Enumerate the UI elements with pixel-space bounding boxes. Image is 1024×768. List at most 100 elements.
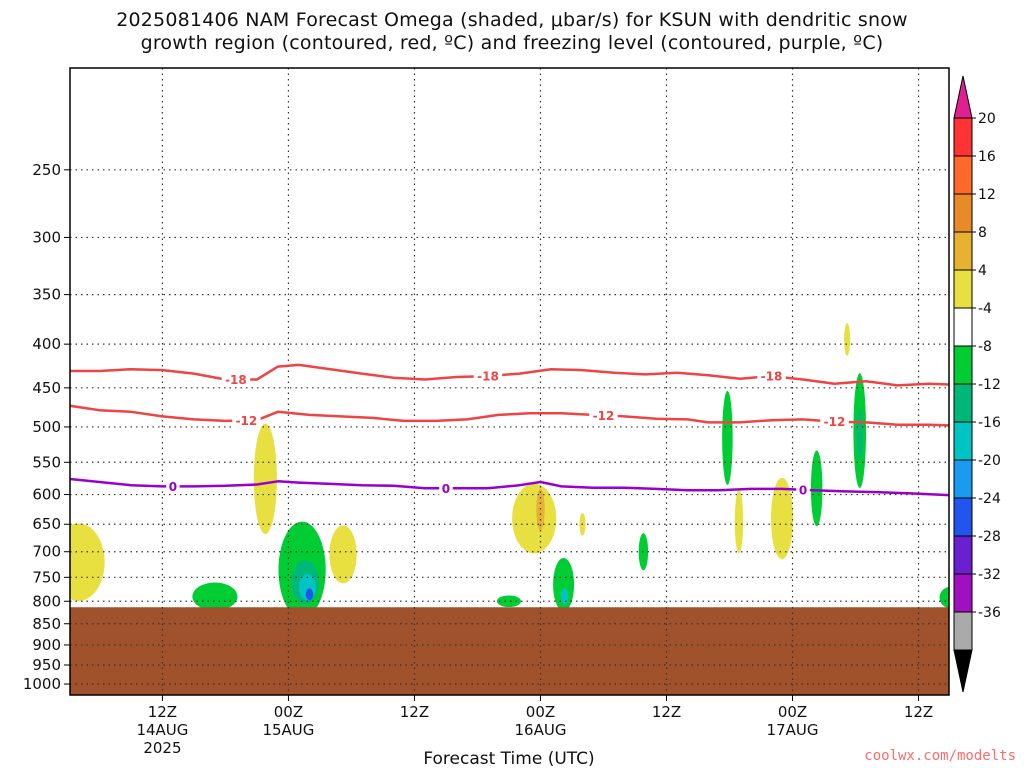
x-axis-label: Forecast Time (UTC) xyxy=(423,749,594,768)
contour-line-1 xyxy=(70,404,949,427)
colorbar-swatch-4 xyxy=(953,269,973,309)
x-tick-year-0: 2025 xyxy=(143,739,181,757)
x-tick-date-0: 14AUG xyxy=(136,721,188,739)
contour-label-2-1: 0 xyxy=(442,482,450,496)
colorbar-label-8: -16 xyxy=(978,415,1001,431)
colorbar-label-11: -28 xyxy=(978,529,1001,545)
x-tick-label-6: 12Z xyxy=(904,703,933,721)
contour-label-bg-1-0 xyxy=(232,413,261,428)
chart-title-line-2: growth region (contoured, red, ºC) and f… xyxy=(140,32,884,54)
omega-shade-16 xyxy=(560,588,569,605)
colorbar-label-12: -32 xyxy=(978,567,1001,583)
y-tick-label-11: 800 xyxy=(32,592,61,610)
y-tick-label-14: 950 xyxy=(32,656,61,674)
colorbar-bottom-arrow xyxy=(953,649,973,693)
contour-label-0-1: -18 xyxy=(477,370,499,384)
y-tick-label-1: 300 xyxy=(32,228,61,246)
omega-shade-12 xyxy=(305,588,314,601)
x-tick-label-5: 00Z xyxy=(778,703,807,721)
contour-label-2-2: 0 xyxy=(799,483,807,497)
omega-shade-2 xyxy=(329,525,357,584)
omega-shade-19 xyxy=(810,450,823,527)
contour-label-bg-0-1 xyxy=(473,369,503,384)
omega-shade-21 xyxy=(856,408,863,460)
y-tick-label-7: 600 xyxy=(32,486,61,504)
contour-label-0-0: -18 xyxy=(225,373,247,387)
colorbar-top-arrow xyxy=(953,75,973,119)
chart-title-line-1: 2025081406 NAM Forecast Omega (shaded, μ… xyxy=(116,9,908,31)
x-tick-date-5: 17AUG xyxy=(767,721,819,739)
omega-shade-22 xyxy=(939,587,949,609)
omega-shade-1 xyxy=(253,423,277,535)
colorbar-label-3: 8 xyxy=(978,225,987,241)
y-tick-label-0: 250 xyxy=(32,161,61,179)
colorbar-swatch-13 xyxy=(953,611,973,651)
colorbar-label-5: -4 xyxy=(978,301,992,317)
colorbar-swatch-11 xyxy=(953,535,973,575)
contour-label-1-0: -12 xyxy=(236,414,258,428)
omega-shade-0 xyxy=(70,523,105,601)
contour-line-0 xyxy=(70,363,949,387)
contour-label-1-2: -12 xyxy=(824,415,846,429)
colorbar-label-4: 4 xyxy=(978,263,987,279)
plot-area: -18 -18 -18 -12 -12 -12 0 0 0 xyxy=(70,68,949,695)
colorbar-swatch-12 xyxy=(953,573,973,613)
colorbar-swatch-3 xyxy=(953,231,973,271)
colorbar-label-0: 20 xyxy=(978,111,996,127)
omega-shade-15 xyxy=(553,557,575,612)
y-tick-label-3: 400 xyxy=(32,335,61,353)
colorbar-swatch-5 xyxy=(953,307,973,347)
x-tick-label-2: 12Z xyxy=(400,703,429,721)
x-tick-date-3: 16AUG xyxy=(515,721,567,739)
contour-label-bg-2-0 xyxy=(166,479,180,494)
colorbar-label-1: 16 xyxy=(978,149,996,165)
y-tick-label-5: 500 xyxy=(32,418,61,436)
contour-label-bg-1-2 xyxy=(820,414,849,429)
x-tick-label-1: 00Z xyxy=(274,703,303,721)
y-tick-label-6: 550 xyxy=(32,453,61,471)
colorbar-label-7: -12 xyxy=(978,377,1001,393)
colorbar-label-13: -36 xyxy=(978,605,1001,621)
contour-label-bg-1-1 xyxy=(589,408,618,423)
colorbar-swatch-2 xyxy=(953,193,973,233)
omega-shade-14 xyxy=(496,595,522,608)
ground-below-surface xyxy=(70,607,949,695)
colorbar-label-10: -24 xyxy=(978,491,1001,507)
x-tick-label-4: 12Z xyxy=(652,703,681,721)
colorbar-swatch-8 xyxy=(953,421,973,461)
omega-shade-18 xyxy=(722,390,733,485)
contour-label-0-2: -18 xyxy=(761,370,783,384)
x-tick-label-3: 00Z xyxy=(526,703,555,721)
y-tick-label-8: 650 xyxy=(32,515,61,533)
y-tick-label-13: 900 xyxy=(32,636,61,654)
y-tick-label-10: 750 xyxy=(32,568,61,586)
contour-label-1-1: -12 xyxy=(593,409,615,423)
omega-shade-8 xyxy=(844,323,851,356)
x-tick-date-1: 15AUG xyxy=(262,721,314,739)
omega-shade-7 xyxy=(770,477,794,560)
y-tick-label-15: 1000 xyxy=(23,675,61,693)
contour-label-bg-0-2 xyxy=(757,369,786,384)
contour-label-bg-2-2 xyxy=(796,482,810,497)
x-tick-label-0: 12Z xyxy=(148,703,177,721)
y-tick-label-9: 700 xyxy=(32,543,61,561)
colorbar-swatch-7 xyxy=(953,383,973,423)
y-tick-label-4: 450 xyxy=(32,379,61,397)
colorbar-swatch-0 xyxy=(953,117,973,157)
colorbar-label-9: -20 xyxy=(978,453,1001,469)
omega-shade-3 xyxy=(512,483,557,554)
contour-line-2 xyxy=(70,477,949,497)
y-tick-label-2: 350 xyxy=(32,286,61,304)
omega-shade-4 xyxy=(536,488,545,531)
colorbar-label-2: 12 xyxy=(978,187,996,203)
contour-label-2-0: 0 xyxy=(169,480,177,494)
credit-text: coolwx.com/modelts xyxy=(864,748,1016,764)
omega-shade-6 xyxy=(734,489,744,554)
omega-shade-13 xyxy=(192,582,238,611)
colorbar-label-6: -8 xyxy=(978,339,992,355)
y-tick-label-12: 850 xyxy=(32,615,61,633)
contour-label-bg-0-0 xyxy=(221,372,251,387)
colorbar-swatch-9 xyxy=(953,459,973,499)
plot-frame xyxy=(69,67,950,696)
